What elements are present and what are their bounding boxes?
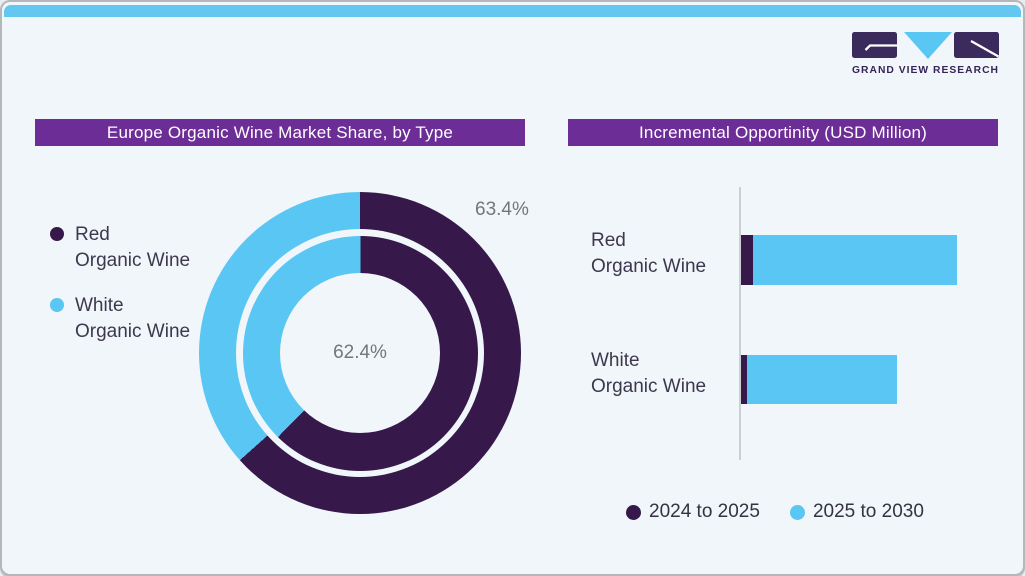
legend-label: Red Organic Wine [75,222,190,274]
logo-wordmark: GRAND VIEW RESEARCH [852,65,999,76]
legend-label-line1: White [75,295,124,316]
bar-segment-2025-2030 [747,355,897,404]
legend-swatch-red-organic-wine [50,227,64,241]
grand-view-research-logo: GRAND VIEW RESEARCH [852,32,999,76]
logo-g-notch [864,44,897,51]
top-accent-bar [4,5,1021,17]
bar-segment-2024-2025 [741,235,753,285]
legend-label-line1: Red [75,224,110,245]
bar-label-line2: Organic Wine [591,256,707,277]
right-chart-title: Incremental Opportinity (USD Million) [568,119,998,146]
bar-row [741,235,957,285]
legend-item-2024-2025: 2024 to 2025 [626,501,760,523]
gvr-logo-mark [852,32,999,59]
legend-label: 2024 to 2025 [649,501,760,522]
bar-segment-2025-2030 [753,235,957,285]
left-chart-title: Europe Organic Wine Market Share, by Typ… [35,119,525,146]
logo-r-tail [970,39,999,58]
bar-segment-2024-2025 [741,355,747,404]
legend-item-2025-2030: 2025 to 2030 [789,501,924,523]
bar-category-label-white: White Organic Wine [591,348,741,400]
bar-chart-legend: 2024 to 2025 2025 to 2030 [626,501,924,523]
donut-outer-value: 63.4% [475,199,529,220]
legend-label: White Organic Wine [75,293,190,345]
logo-v-triangle [904,32,952,59]
bar-category-label-red: Red Organic Wine [591,228,741,280]
bar-label-line1: White [591,350,640,371]
bar-label-line1: Red [591,230,626,251]
legend-label: 2025 to 2030 [812,501,924,522]
bar-row [741,355,897,404]
legend-swatch-white-organic-wine [50,298,64,312]
donut-chart: 62.4% [199,192,521,514]
donut-center-hole: 62.4% [280,273,440,433]
legend-item-white-organic-wine: White Organic Wine [50,293,190,345]
bar-label-line2: Organic Wine [591,376,707,397]
legend-label-line2: Organic Wine [75,321,191,342]
legend-label-line2: Organic Wine [75,250,191,271]
legend-item-red-organic-wine: Red Organic Wine [50,222,190,274]
legend-swatch-2024-2025 [626,504,641,520]
donut-legend: Red Organic Wine White Organic Wine [50,222,190,364]
bar-chart-axis [739,187,741,460]
donut-inner-value: 62.4% [333,342,387,363]
legend-swatch-2025-2030 [789,504,805,520]
